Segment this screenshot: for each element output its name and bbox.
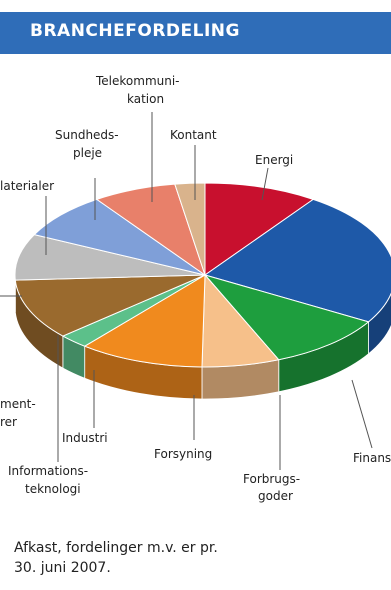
chart-title: BRANCHEFORDELING (30, 21, 240, 41)
slice-energi (204, 182, 315, 276)
leader-finans (351, 379, 373, 449)
leader-lines (0, 112, 373, 470)
label-raavarer-line2: rer (0, 415, 17, 429)
pie-side-group (14, 274, 391, 400)
slice-r-varer (14, 274, 206, 337)
footnote-line1: Afkast, fordelinger m.v. er pr. (14, 540, 218, 556)
label-forbrugs-line2: goder (258, 489, 293, 503)
slice-kontant (174, 182, 206, 276)
footnote-line2: 30. juni 2007. (14, 560, 111, 576)
label-finans: Finans (353, 451, 391, 465)
label-sund-line1: Sundheds- (55, 128, 119, 142)
label-energi: Energi (255, 153, 293, 167)
label-industri: Industri (62, 431, 108, 445)
leader-energi (261, 167, 269, 201)
label-tele-line1: Telekommuni- (95, 74, 180, 88)
label-kontant: Kontant (170, 128, 217, 142)
pie-chart: Energi Finans Forbrugs- goder Forsyning … (0, 74, 391, 503)
header-bar: BRANCHEFORDELING (0, 12, 391, 54)
slice-industri (83, 274, 206, 368)
footnote: Afkast, fordelinger m.v. er pr. 30. juni… (14, 538, 374, 578)
label-forsyning: Forsyning (154, 447, 212, 461)
label-info-line2: teknologi (25, 482, 81, 496)
slice-labels: Energi Finans Forbrugs- goder Forsyning … (0, 74, 391, 503)
label-forbrugs-line1: Forbrugs- (243, 472, 300, 486)
label-materialer: laterialer (0, 179, 54, 193)
pie-top-group (14, 182, 391, 368)
label-raavarer-line1: ment- (0, 397, 36, 411)
slice-forbrugs-goder (203, 274, 370, 361)
slice-materialer (14, 234, 206, 281)
label-info-line1: Informations- (8, 464, 88, 478)
label-sund-line2: pleje (73, 146, 102, 160)
label-tele-line2: kation (127, 92, 164, 106)
